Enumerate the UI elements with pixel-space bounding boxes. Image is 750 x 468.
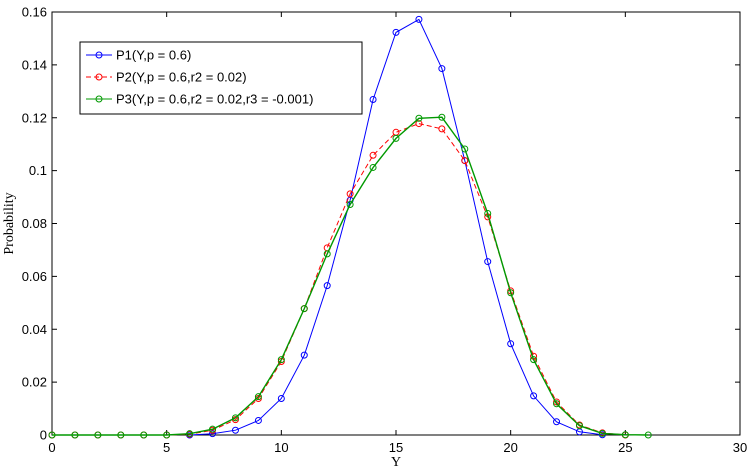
x-tick-label: 0 xyxy=(48,440,55,455)
series-3-point xyxy=(277,356,285,364)
series-3-point xyxy=(507,289,515,297)
legend-box xyxy=(79,41,363,115)
y-tick-label: 0.04 xyxy=(22,322,47,337)
series-3 xyxy=(48,113,652,439)
series-1-point xyxy=(277,395,285,403)
x-axis-title: Y xyxy=(391,455,401,468)
legend-label: P2(Y,p = 0.6,r2 = 0.02) xyxy=(116,70,247,85)
y-tick-label: 0 xyxy=(40,428,47,443)
series-3-point xyxy=(415,114,423,122)
series-2-point xyxy=(369,151,377,159)
series-3-point xyxy=(438,113,446,121)
series-3-point xyxy=(209,425,217,433)
y-tick-label: 0.08 xyxy=(22,216,47,231)
series-3-point xyxy=(575,422,583,430)
series-2-line xyxy=(52,123,626,436)
series-layer xyxy=(48,15,652,439)
y-axis-title: Probability xyxy=(2,192,17,254)
series-3-point xyxy=(621,431,629,439)
series-3-point xyxy=(186,430,194,438)
series-1-point xyxy=(415,15,423,23)
series-3-point xyxy=(163,431,171,439)
series-3-point xyxy=(48,431,56,439)
legend-item-3: P3(Y,p = 0.6,r2 = 0.02,r3 = -0.001) xyxy=(86,92,313,107)
y-tick-label: 0.02 xyxy=(22,375,47,390)
legend-marker xyxy=(95,51,103,59)
y-tick-label: 0.14 xyxy=(22,57,47,72)
legend-marker xyxy=(95,95,103,103)
legend-marker xyxy=(95,73,103,81)
legend-label: P1(Y,p = 0.6) xyxy=(116,48,191,63)
series-3-point xyxy=(598,429,606,437)
series-3-point xyxy=(484,209,492,217)
x-tick-label: 20 xyxy=(503,440,517,455)
series-3-point xyxy=(254,393,262,401)
plot-area: 0 5 10 15 20 25 30 0 0.02 0.04 0.06 0.08 0.1 0.12 0.14… xyxy=(22,5,748,456)
series-1-line xyxy=(189,18,603,436)
series-1-point xyxy=(254,416,262,424)
x-tick-label: 25 xyxy=(618,440,632,455)
y-tick-label: 0.1 xyxy=(29,163,47,178)
series-1-point xyxy=(438,65,446,73)
legend-item-1: P1(Y,p = 0.6) xyxy=(86,48,191,63)
x-tick-label: 10 xyxy=(274,440,288,455)
series-1-point xyxy=(323,282,331,290)
series-3-point xyxy=(231,414,239,422)
series-1-point xyxy=(553,418,561,426)
series-3-point xyxy=(140,431,148,439)
series-3-point xyxy=(553,400,561,408)
series-1-point xyxy=(484,258,492,266)
legend-item-2: P2(Y,p = 0.6,r2 = 0.02) xyxy=(86,70,247,85)
series-2-point xyxy=(553,398,561,406)
series-2-point xyxy=(415,120,423,128)
series-1-point xyxy=(530,392,538,400)
series-3-point xyxy=(644,431,652,439)
x-tick-label: 30 xyxy=(733,440,747,455)
series-3-point xyxy=(369,163,377,171)
series-2-point xyxy=(461,157,469,165)
series-2-point xyxy=(438,125,446,133)
x-tick-label: 5 xyxy=(163,440,170,455)
y-tick-label: 0.16 xyxy=(22,5,47,20)
axis-ticks: 0 5 10 15 20 25 30 0 0.02 0.04 0.06 0.08 0.1 0.12 0.14… xyxy=(22,5,748,456)
series-1-point xyxy=(507,340,515,348)
series-1-point xyxy=(231,426,239,434)
series-3-point xyxy=(300,305,308,313)
x-tick-label: 15 xyxy=(389,440,403,455)
series-3-point xyxy=(530,356,538,364)
series-3-point xyxy=(346,200,354,208)
series-1-point xyxy=(392,28,400,36)
y-tick-label: 0.06 xyxy=(22,269,47,284)
series-3-point xyxy=(94,431,102,439)
series-1-point xyxy=(300,351,308,359)
legend-items: P1(Y,p = 0.6) P2(Y,p = 0.6,r2 = 0.02) P3(Y… xyxy=(86,48,313,107)
series-3-line xyxy=(52,116,649,436)
legend-label: P3(Y,p = 0.6,r2 = 0.02,r3 = -0.001) xyxy=(116,92,313,107)
series-3-point xyxy=(323,250,331,258)
series-3-point xyxy=(71,431,79,439)
y-tick-label: 0.12 xyxy=(22,110,47,125)
series-3-point xyxy=(392,134,400,142)
series-3-point xyxy=(117,431,125,439)
legend: P1(Y,p = 0.6) P2(Y,p = 0.6,r2 = 0.02) P3(Y… xyxy=(79,41,363,115)
series-1-point xyxy=(369,96,377,104)
series-3-point xyxy=(461,145,469,153)
series-2-point xyxy=(346,190,354,198)
